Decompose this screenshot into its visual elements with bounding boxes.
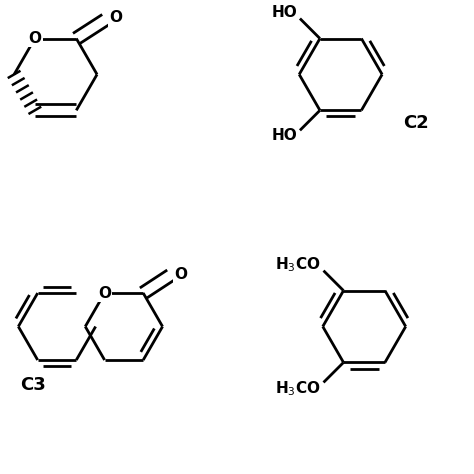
Text: O: O xyxy=(98,285,111,301)
Text: O: O xyxy=(174,267,187,282)
Text: O: O xyxy=(28,31,41,46)
Text: O: O xyxy=(109,10,122,25)
Text: C2: C2 xyxy=(403,115,429,132)
Text: H$_3$CO: H$_3$CO xyxy=(275,379,321,398)
Text: HO: HO xyxy=(272,5,297,20)
Text: HO: HO xyxy=(272,128,297,144)
Text: C3: C3 xyxy=(20,376,46,394)
Text: H$_3$CO: H$_3$CO xyxy=(275,255,321,274)
